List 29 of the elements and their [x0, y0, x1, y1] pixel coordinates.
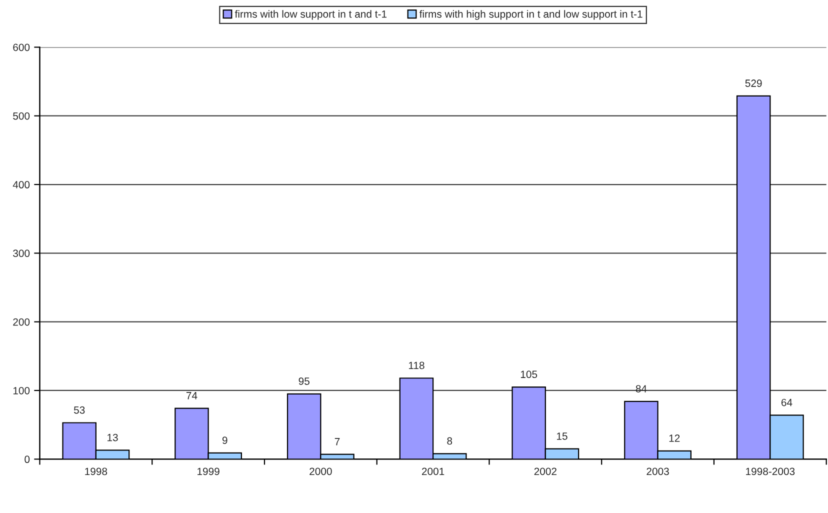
- y-tick-label: 500: [13, 112, 30, 120]
- y-tick-label: 300: [13, 250, 30, 258]
- y-tick-label: 200: [13, 318, 30, 326]
- data-label: 8: [447, 437, 452, 445]
- data-label: 9: [222, 436, 228, 444]
- x-tick-label: 2002: [534, 468, 556, 476]
- data-label: 13: [108, 434, 118, 442]
- data-label: 529: [745, 80, 762, 87]
- legend-label: firms with low support in t and t-1: [234, 10, 387, 20]
- data-label: 12: [669, 434, 680, 442]
- data-label: 53: [74, 406, 85, 414]
- y-tick-label: 0: [24, 456, 30, 464]
- data-label: 15: [556, 432, 568, 440]
- data-label: 74: [186, 392, 198, 400]
- data-label: 95: [298, 378, 310, 385]
- data-label: 118: [408, 362, 424, 370]
- x-tick-label: 1998: [85, 468, 108, 476]
- data-label: 105: [520, 370, 538, 378]
- data-label: 64: [781, 398, 792, 406]
- y-tick-label: 400: [12, 181, 30, 188]
- x-tick-label: 1999: [198, 468, 220, 476]
- x-tick-label: 2001: [422, 468, 444, 476]
- x-tick-label: 1998-2003: [746, 468, 795, 476]
- x-tick-label: 2000: [310, 468, 332, 476]
- x-tick-label: 2003: [646, 468, 669, 476]
- data-label: 7: [334, 438, 340, 446]
- legend-label: firms with high support in t and low support in t-1: [419, 10, 642, 20]
- y-tick-label: 100: [13, 386, 30, 394]
- y-tick-label: 600: [13, 44, 30, 52]
